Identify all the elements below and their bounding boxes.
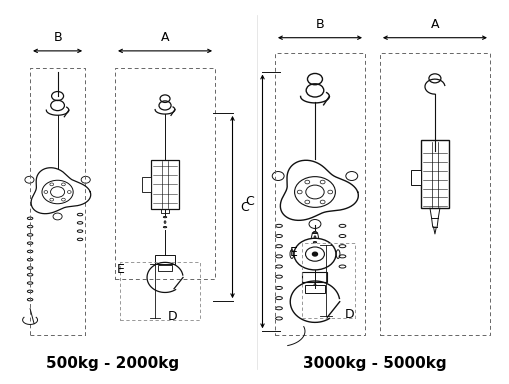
FancyBboxPatch shape <box>410 170 420 185</box>
Text: C: C <box>240 200 248 214</box>
Text: A: A <box>160 31 169 44</box>
FancyBboxPatch shape <box>151 160 179 209</box>
Text: D: D <box>344 308 354 321</box>
FancyBboxPatch shape <box>305 285 324 293</box>
FancyBboxPatch shape <box>158 265 172 271</box>
Text: E: E <box>289 246 297 259</box>
Text: B: B <box>315 18 324 31</box>
Text: E: E <box>117 263 125 276</box>
Text: 3000kg - 5000kg: 3000kg - 5000kg <box>302 356 446 371</box>
Text: C: C <box>244 195 253 208</box>
FancyBboxPatch shape <box>302 272 327 282</box>
FancyBboxPatch shape <box>142 177 151 192</box>
Circle shape <box>312 252 317 256</box>
FancyBboxPatch shape <box>155 255 175 263</box>
Text: B: B <box>53 31 62 44</box>
Text: A: A <box>430 18 438 31</box>
FancyBboxPatch shape <box>420 141 448 208</box>
Text: D: D <box>167 310 177 323</box>
Text: 500kg - 2000kg: 500kg - 2000kg <box>46 356 179 371</box>
